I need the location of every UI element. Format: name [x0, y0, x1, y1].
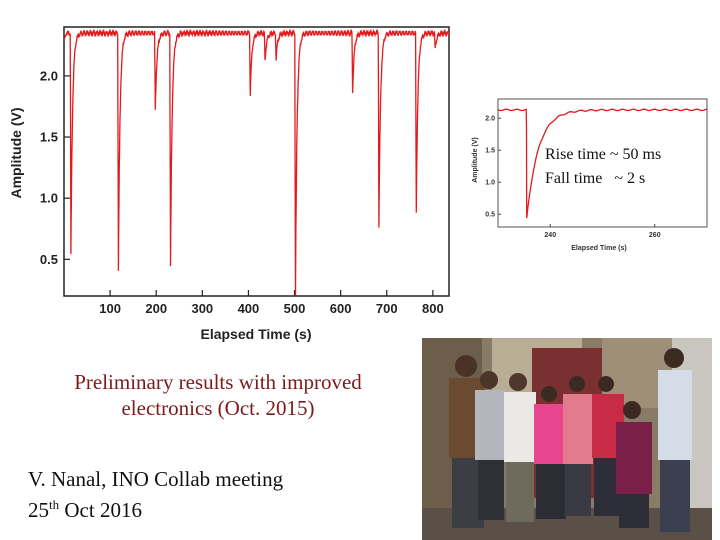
- author-caption-line-1: V. Nanal, INO Collab meeting: [28, 467, 284, 491]
- inset-plot-frame: [497, 98, 708, 228]
- main-x-tick-label: 800: [422, 301, 444, 316]
- author-caption: V. Nanal, INO Collab meeting 25th Oct 20…: [28, 466, 283, 523]
- main-x-tick-label: 600: [330, 301, 352, 316]
- results-caption-line-1: Preliminary results with improved: [74, 370, 362, 394]
- inset-y-tick-label: 0.5: [485, 212, 495, 219]
- main-y-axis-label: Amplitude (V): [8, 108, 24, 199]
- inset-chart: 240 260 0.5 1.0 1.5 2.0 Elapsed Time (s) Amp…: [472, 98, 708, 252]
- rise-time-annotation: Rise time ~ 50 ms: [545, 146, 662, 163]
- inset-y-axis-label: Amplitude (V): [472, 137, 479, 183]
- inset-x-axis-label: Elapsed Time (s): [571, 245, 627, 252]
- inset-signal-trace: [497, 108, 707, 219]
- inset-x-tick-label: 240: [544, 232, 556, 239]
- author-caption-line-2: 25th Oct 2016: [28, 492, 283, 523]
- main-y-tick-label: 1.5: [40, 130, 58, 145]
- main-x-tick-label: 500: [284, 301, 306, 316]
- main-plot-frame: [63, 26, 450, 297]
- inset-y-tick-label: 1.0: [485, 180, 495, 187]
- main-x-tick-label: 100: [99, 301, 121, 316]
- date-suffix: th: [49, 497, 60, 512]
- inset-y-tick-label: 1.5: [485, 148, 495, 155]
- main-x-tick-label: 700: [376, 301, 398, 316]
- team-photo-illustration: [422, 338, 712, 540]
- main-chart: 100 200 300 400 500 600 700 800 0.5 1.0 1.5 2.0 El…: [8, 26, 450, 342]
- team-photo: [422, 338, 712, 540]
- inset-x-tick-label: 260: [649, 232, 661, 239]
- main-y-tick-label: 1.0: [40, 191, 58, 206]
- date-rest: Oct 2016: [59, 498, 142, 522]
- main-signal-trace: [63, 28, 450, 297]
- main-x-tick-label: 400: [238, 301, 260, 316]
- main-x-axis-label: Elapsed Time (s): [200, 326, 311, 342]
- main-y-tick-label: 2.0: [40, 68, 58, 83]
- main-x-tick-label: 300: [191, 301, 213, 316]
- main-x-tick-label: 200: [145, 301, 167, 316]
- inset-y-tick-label: 2.0: [485, 116, 495, 123]
- main-y-tick-label: 0.5: [40, 252, 58, 267]
- results-caption: Preliminary results with improved electr…: [32, 369, 404, 421]
- fall-time-annotation: Fall time ~ 2 s: [545, 170, 646, 187]
- results-caption-line-2: electronics (Oct. 2015): [121, 396, 315, 420]
- date-day: 25: [28, 498, 49, 522]
